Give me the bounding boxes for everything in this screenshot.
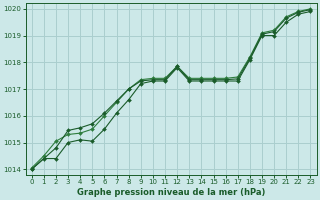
X-axis label: Graphe pression niveau de la mer (hPa): Graphe pression niveau de la mer (hPa) [77, 188, 265, 197]
